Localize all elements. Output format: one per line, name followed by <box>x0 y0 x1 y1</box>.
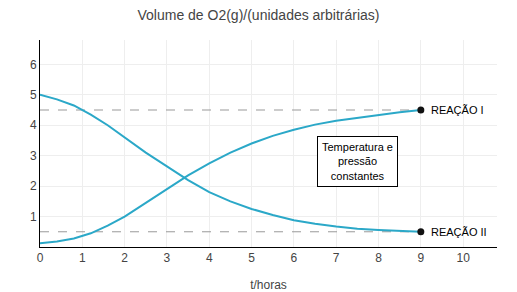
svg-text:REAÇÃO II: REAÇÃO II <box>431 226 487 238</box>
svg-text:6: 6 <box>291 251 298 265</box>
svg-text:10: 10 <box>456 251 470 265</box>
svg-text:4: 4 <box>206 251 213 265</box>
svg-text:Volume de O2(g)/(unidades arbi: Volume de O2(g)/(unidades arbitrárias) <box>137 7 379 23</box>
svg-text:2: 2 <box>30 179 37 193</box>
svg-text:1: 1 <box>30 210 37 224</box>
svg-text:REAÇÃO I: REAÇÃO I <box>431 104 484 116</box>
svg-text:6: 6 <box>30 58 37 72</box>
svg-text:7: 7 <box>333 251 340 265</box>
svg-text:3: 3 <box>30 149 37 163</box>
svg-text:5: 5 <box>248 251 255 265</box>
svg-text:t/horas: t/horas <box>250 278 287 292</box>
svg-text:4: 4 <box>30 118 37 132</box>
svg-text:2: 2 <box>121 251 128 265</box>
svg-text:5: 5 <box>30 88 37 102</box>
svg-text:Temperatura epressãoconstantes: Temperatura epressãoconstantes <box>322 141 393 182</box>
svg-text:1: 1 <box>79 251 86 265</box>
svg-text:9: 9 <box>417 251 424 265</box>
svg-text:8: 8 <box>375 251 382 265</box>
svg-text:0: 0 <box>37 251 44 265</box>
svg-text:3: 3 <box>164 251 171 265</box>
